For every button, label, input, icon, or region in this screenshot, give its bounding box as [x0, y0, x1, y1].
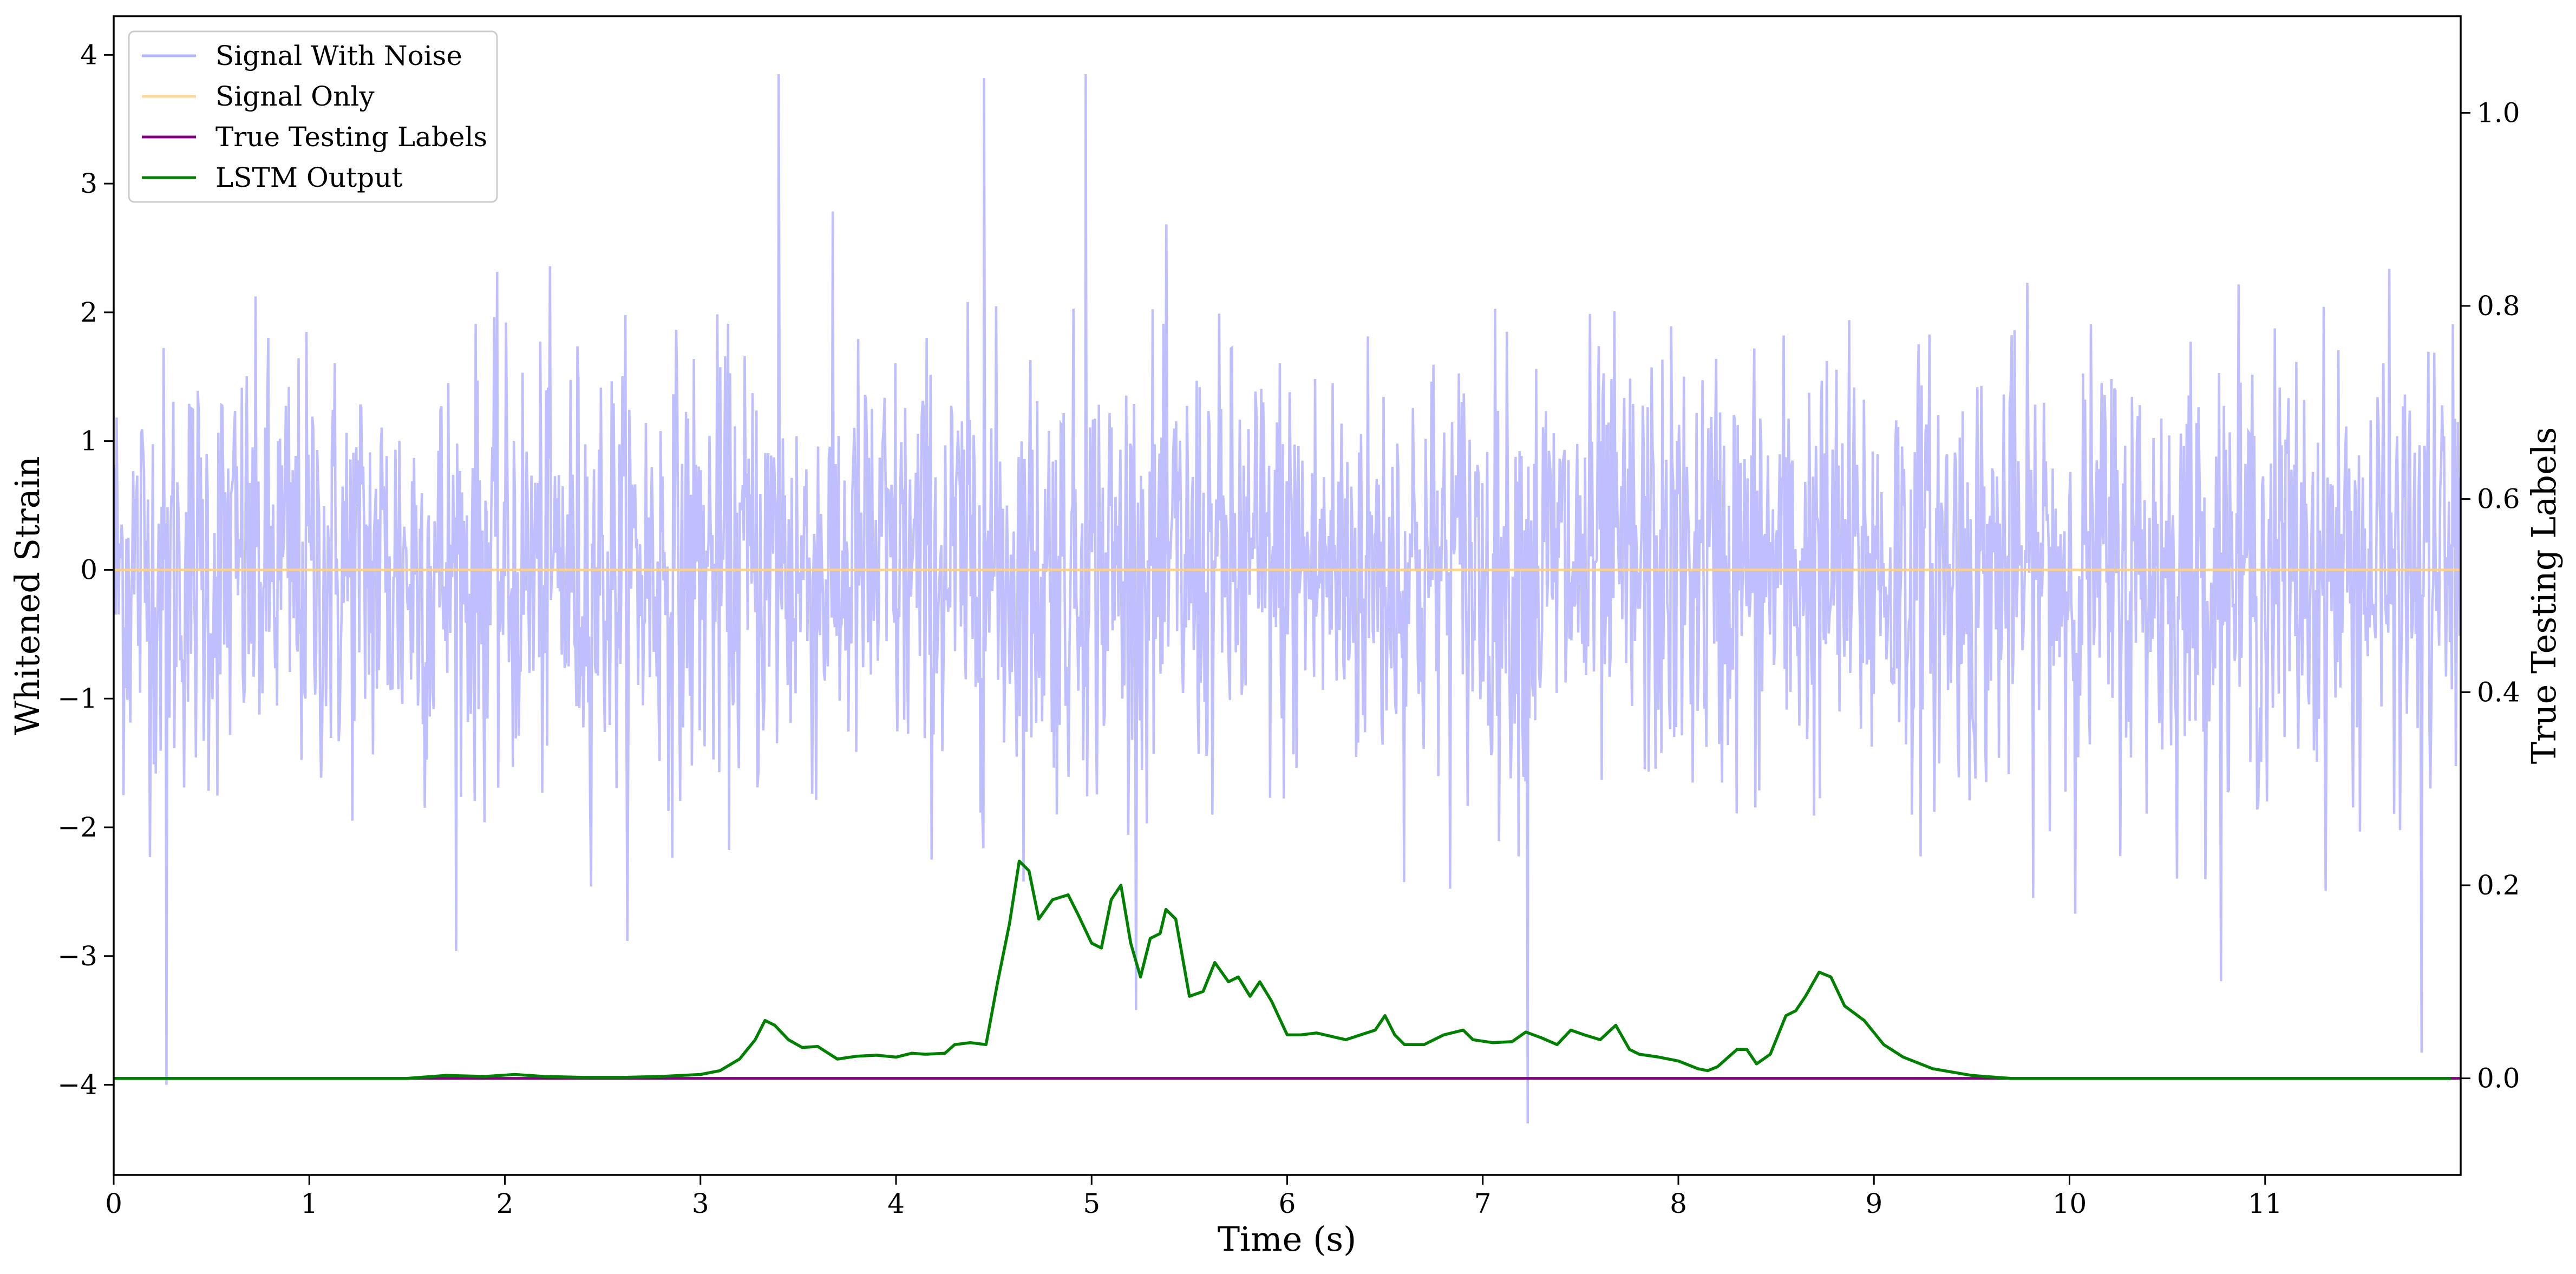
left-y-axis-label: Whitened Strain	[8, 456, 47, 735]
legend: Signal With Noise Signal Only True Testi…	[128, 30, 498, 203]
left-y-tick-label: 2	[80, 297, 97, 328]
right-y-tick-label: 0.2	[2477, 870, 2520, 901]
left-y-axis-ticks: −4 −3 −2 −1 0 1 2 3 4	[57, 39, 114, 1101]
x-tick-label: 0	[105, 1188, 122, 1219]
left-y-tick-label: 3	[80, 168, 97, 199]
right-y-axis-label: True Testing Labels	[2524, 427, 2564, 765]
right-y-tick-label: 1.0	[2477, 97, 2520, 128]
x-tick-label: 2	[496, 1188, 514, 1219]
right-y-tick-label: 0.0	[2477, 1063, 2520, 1094]
x-axis-ticks: 0 1 2 3 4 5 6 7 8 9 10 11	[105, 1175, 2283, 1219]
x-tick-label: 11	[2248, 1188, 2283, 1219]
x-tick-label: 10	[2052, 1188, 2087, 1219]
lstm-output-line	[114, 859, 2451, 1080]
x-tick-label: 8	[1670, 1188, 1687, 1219]
x-tick-label: 3	[692, 1188, 709, 1219]
x-axis-label: Time (s)	[1218, 1219, 1357, 1259]
legend-box	[128, 30, 498, 203]
x-tick-label: 1	[300, 1188, 318, 1219]
left-y-tick-label: −3	[57, 940, 97, 972]
right-y-tick-label: 0.6	[2477, 484, 2520, 515]
x-tick-label: 9	[1865, 1188, 1882, 1219]
right-y-tick-label: 0.4	[2477, 676, 2520, 708]
legend-label-signal-only: Signal Only	[215, 81, 375, 112]
legend-label-signal-with-noise: Signal With Noise	[215, 40, 462, 71]
left-y-tick-label: −4	[57, 1069, 97, 1101]
left-y-tick-label: 4	[80, 39, 97, 70]
right-y-tick-label: 0.8	[2477, 290, 2520, 322]
plot-area	[114, 74, 2461, 1123]
legend-label-lstm-output: LSTM Output	[215, 162, 402, 193]
left-y-tick-label: 1	[80, 426, 97, 457]
x-tick-label: 7	[1474, 1188, 1492, 1219]
right-y-axis-ticks: 0.0 0.2 0.4 0.6 0.8 1.0	[2461, 97, 2520, 1094]
left-y-tick-label: −2	[57, 812, 97, 843]
left-y-tick-label: 0	[80, 554, 97, 585]
signal-with-noise-line	[114, 74, 2461, 1123]
left-y-tick-label: −1	[57, 683, 97, 714]
x-tick-label: 5	[1083, 1188, 1100, 1219]
x-tick-label: 6	[1279, 1188, 1296, 1219]
x-tick-label: 4	[887, 1188, 905, 1219]
legend-label-true-testing-labels: True Testing Labels	[215, 121, 487, 153]
